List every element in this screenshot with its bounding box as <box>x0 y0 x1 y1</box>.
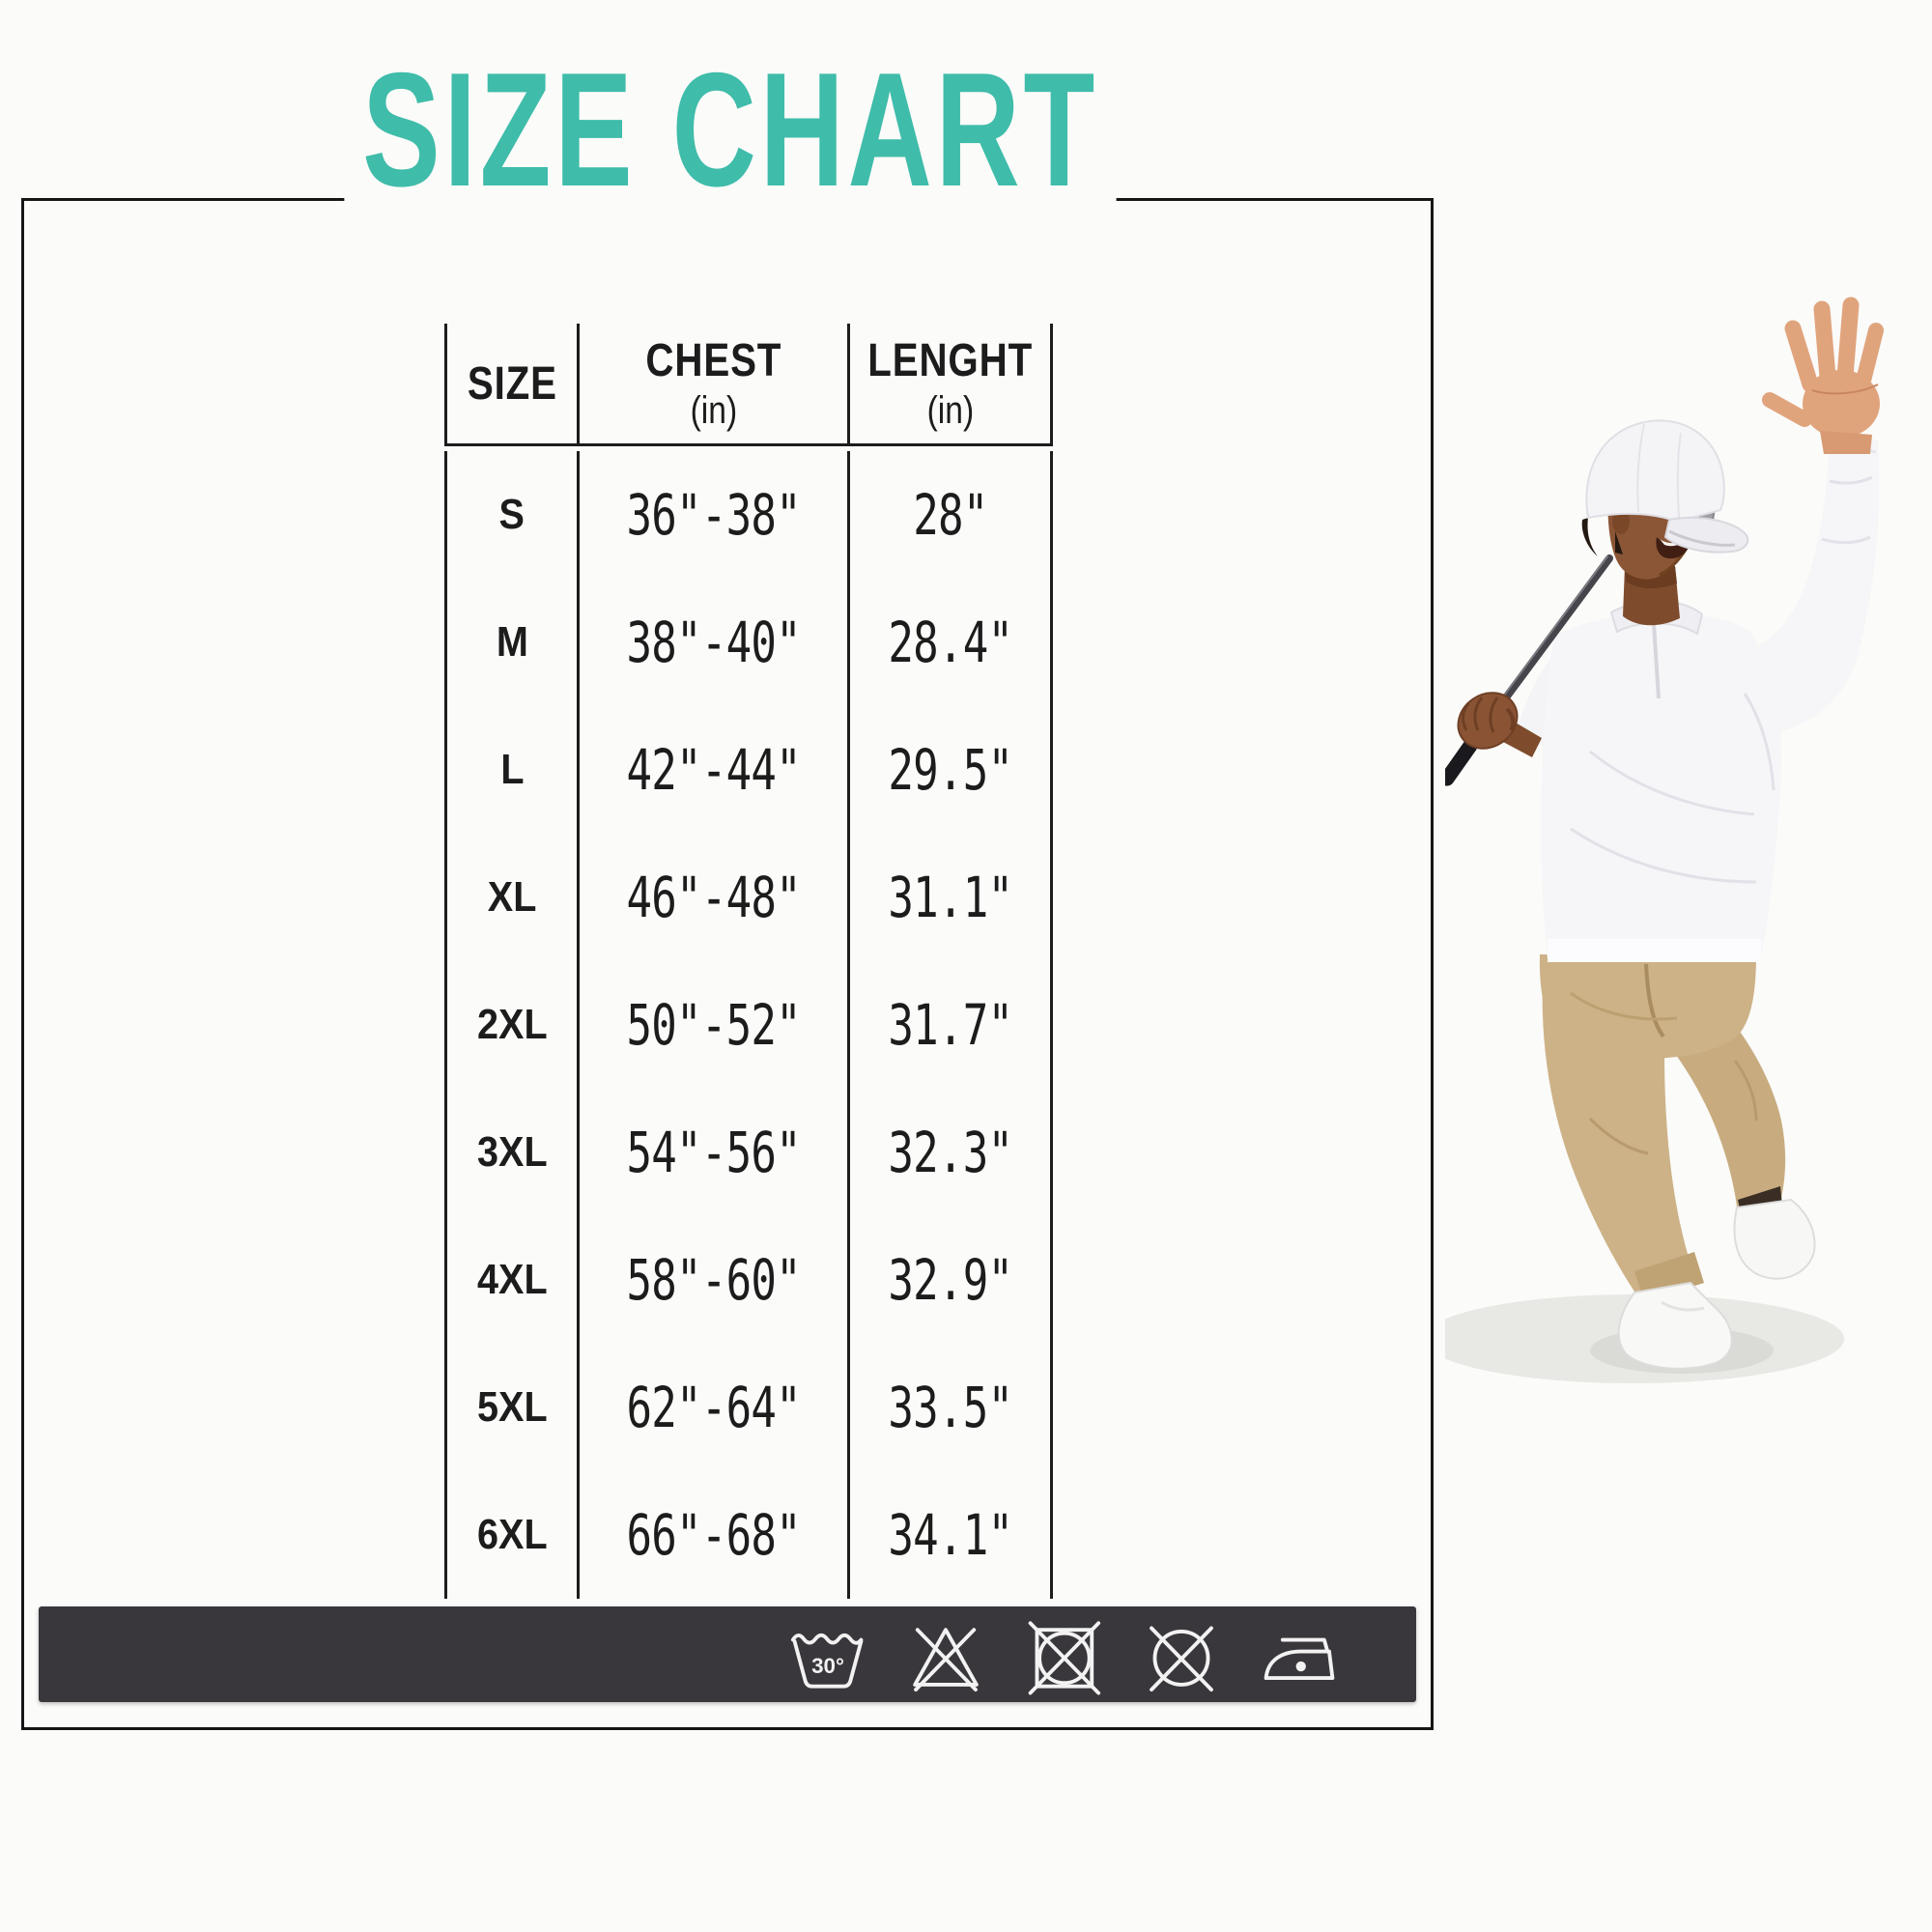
table-row-length: 34.1" <box>850 1471 1053 1599</box>
do-not-bleach-icon <box>913 1627 979 1691</box>
table-row-length: 28.4" <box>850 579 1053 706</box>
table-row-size: 6XL <box>444 1471 580 1599</box>
do-not-tumble-dry-icon <box>1028 1620 1101 1694</box>
back-shoe <box>1733 1198 1816 1280</box>
table-row-length: 32.3" <box>850 1089 1053 1216</box>
table-row-chest: 66"-68" <box>580 1471 850 1599</box>
table-row-length: 31.1" <box>850 834 1053 961</box>
table-row-chest: 62"-64" <box>580 1344 850 1471</box>
khaki-pants <box>1539 954 1756 1059</box>
size-table: SIZE CHEST (in) LENGHT (in) S 36"-38" 28… <box>444 324 1053 1599</box>
table-row-chest: 50"-52" <box>580 961 850 1089</box>
table-row-length: 29.5" <box>850 706 1053 834</box>
table-row-chest: 58"-60" <box>580 1216 850 1344</box>
raised-sleeve <box>1733 433 1880 734</box>
gripping-hand <box>1457 692 1542 757</box>
table-row-size: 2XL <box>444 961 580 1089</box>
iron-low-heat-icon <box>1264 1637 1335 1680</box>
zipper <box>1652 623 1661 699</box>
table-row-chest: 54"-56" <box>580 1089 850 1216</box>
table-row-size: M <box>444 579 580 706</box>
table-row-chest: 42"-44" <box>580 706 850 834</box>
wash-30-icon: 30° <box>790 1633 864 1689</box>
white-cap <box>1581 419 1749 556</box>
golf-club-grip <box>1445 738 1478 786</box>
table-row-length: 33.5" <box>850 1344 1053 1471</box>
title-band: SIZE CHART <box>0 48 1461 211</box>
table-row-size: L <box>444 706 580 834</box>
table-row-size: 3XL <box>444 1089 580 1216</box>
header-length: LENGHT (in) <box>850 324 1053 446</box>
table-row-chest: 38"-40" <box>580 579 850 706</box>
table-row-chest: 36"-38" <box>580 451 850 579</box>
table-row-chest: 46"-48" <box>580 834 850 961</box>
svg-text:30°: 30° <box>811 1653 844 1677</box>
waving-hand <box>1762 297 1884 454</box>
table-row-length: 32.9" <box>850 1216 1053 1344</box>
front-shoe <box>1617 1281 1733 1370</box>
page-title: SIZE CHART <box>344 48 1117 211</box>
header-size: SIZE <box>444 324 580 446</box>
do-not-dry-clean-icon <box>1150 1626 1213 1691</box>
table-row-size: 4XL <box>444 1216 580 1344</box>
header-chest: CHEST (in) <box>580 324 850 446</box>
table-row-size: 5XL <box>444 1344 580 1471</box>
care-instructions-bar: 30° <box>39 1606 1416 1702</box>
table-row-length: 28" <box>850 451 1053 579</box>
table-row-size: S <box>444 451 580 579</box>
table-row-size: XL <box>444 834 580 961</box>
golfer-model-photo <box>1445 297 1884 1383</box>
table-row-length: 31.7" <box>850 961 1053 1089</box>
white-shirt <box>1541 613 1782 959</box>
